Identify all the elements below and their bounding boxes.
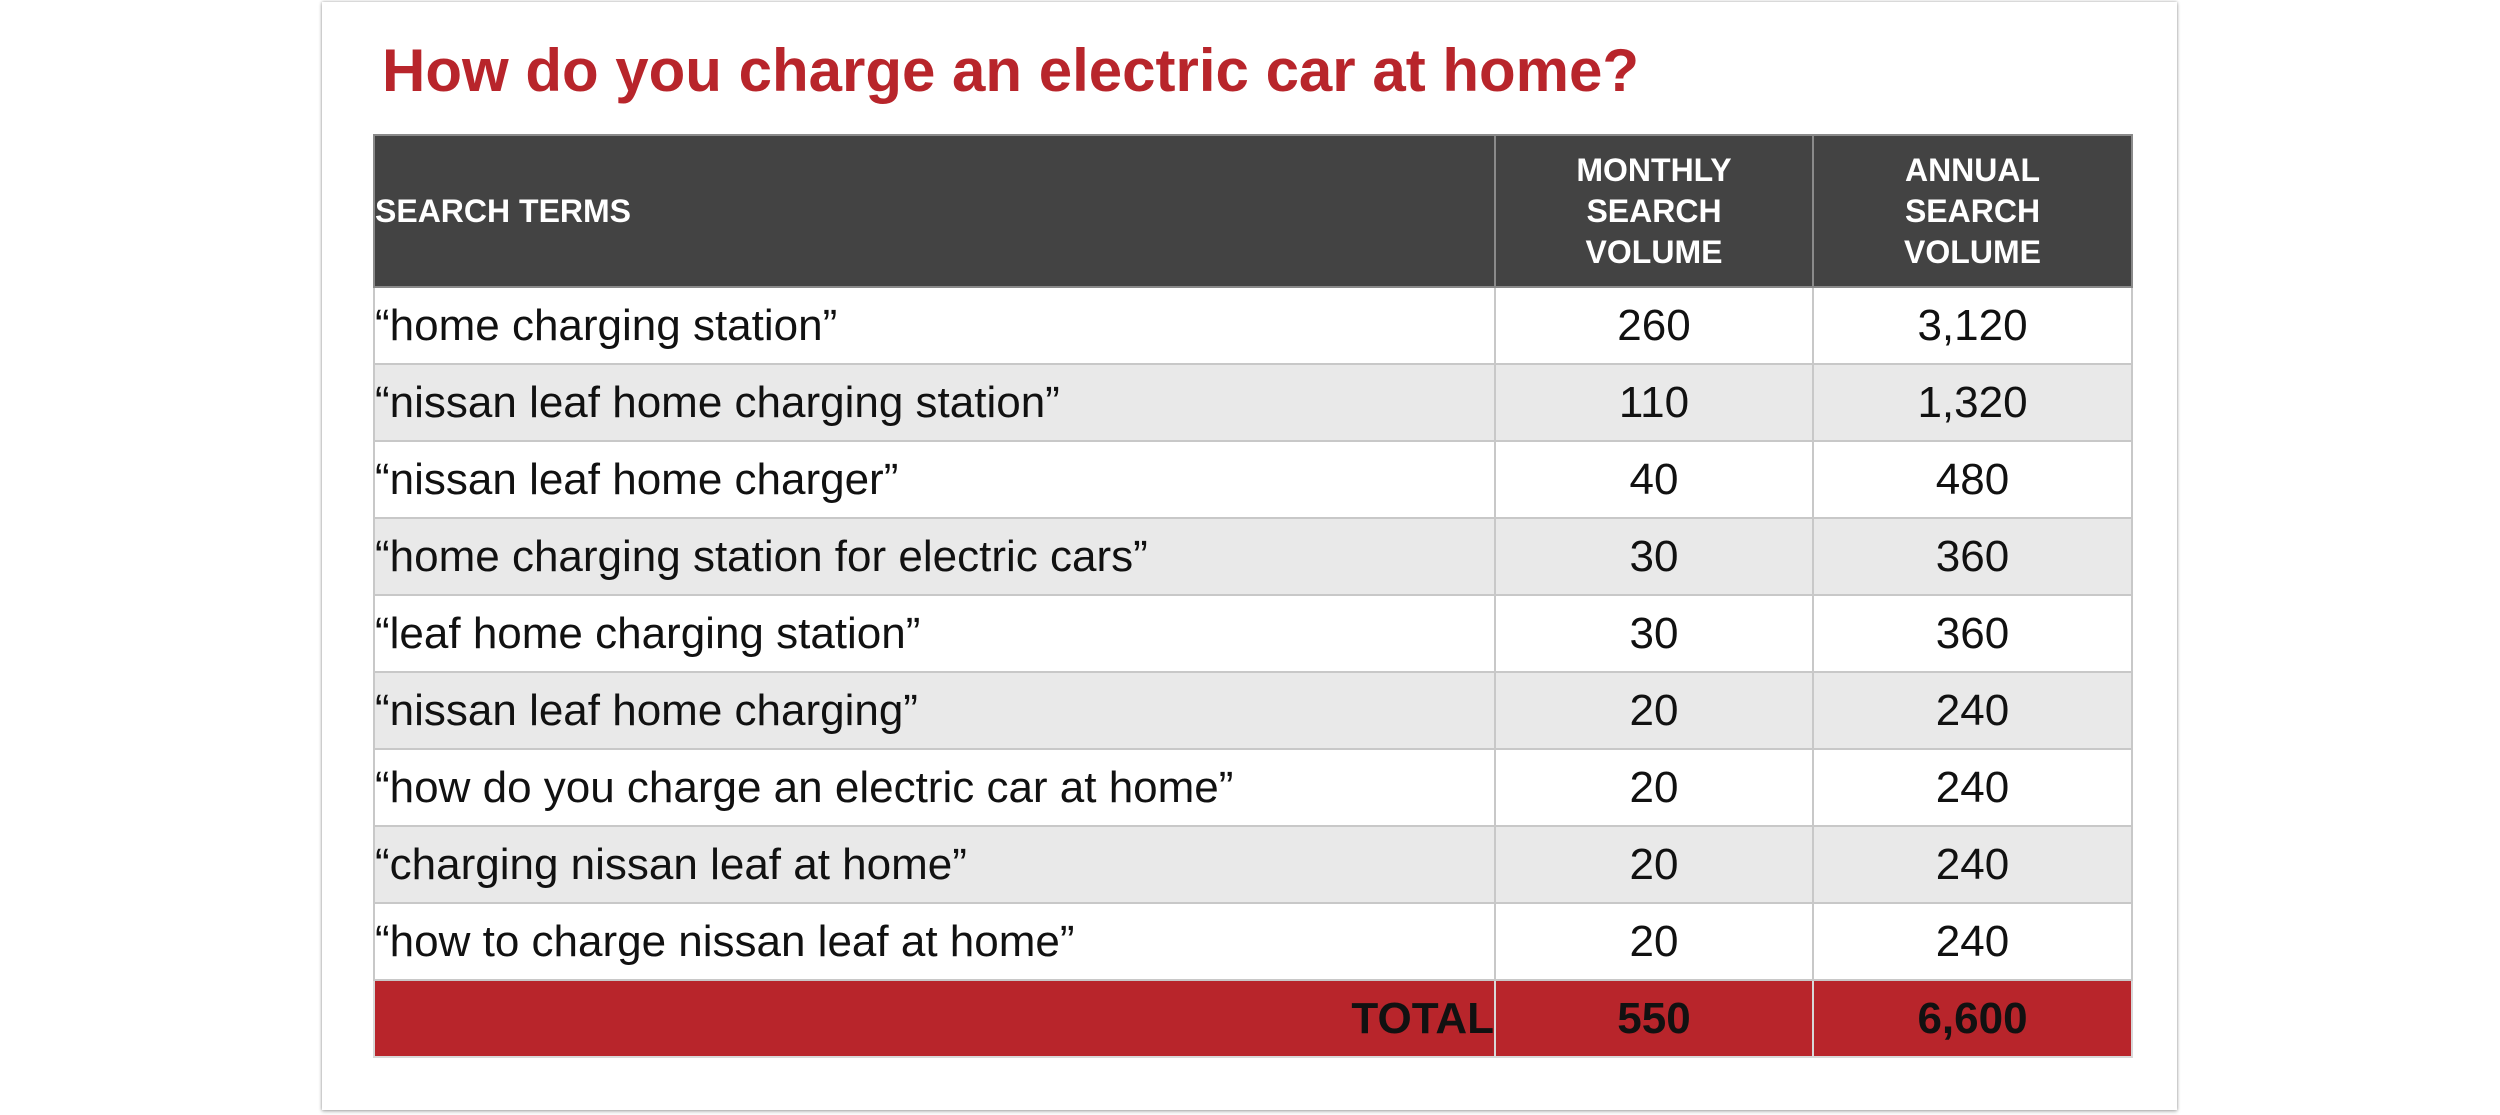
table-row: “charging nissan leaf at home” 20 240: [373, 825, 2133, 904]
search-term-cell: “nissan leaf home charging station”: [373, 363, 1496, 442]
annual-volume-cell: 480: [1812, 440, 2133, 519]
table-row: “how to charge nissan leaf at home” 20 2…: [373, 902, 2133, 981]
monthly-volume-cell: 20: [1494, 825, 1814, 904]
table-row: “nissan leaf home charger” 40 480: [373, 440, 2133, 519]
header-search-terms: SEARCH TERMS: [373, 134, 1496, 288]
slide-card: How do you charge an electric car at hom…: [322, 2, 2177, 1110]
search-term-cell: “how do you charge an electric car at ho…: [373, 748, 1496, 827]
header-annual-line: SEARCH: [1904, 192, 2041, 229]
total-monthly-volume: 550: [1494, 979, 1814, 1058]
monthly-volume-cell: 20: [1494, 902, 1814, 981]
annual-volume-cell: 360: [1812, 517, 2133, 596]
annual-volume-cell: 240: [1812, 825, 2133, 904]
total-label: TOTAL: [373, 979, 1496, 1058]
monthly-volume-cell: 30: [1494, 517, 1814, 596]
table-row: “nissan leaf home charging” 20 240: [373, 671, 2133, 750]
page-title: How do you charge an electric car at hom…: [382, 37, 1640, 104]
table-row: “leaf home charging station” 30 360: [373, 594, 2133, 673]
monthly-volume-cell: 40: [1494, 440, 1814, 519]
header-monthly-line: VOLUME: [1585, 233, 1723, 270]
table-row: “how do you charge an electric car at ho…: [373, 748, 2133, 827]
table-row: “home charging station for electric cars…: [373, 517, 2133, 596]
search-term-cell: “home charging station”: [373, 286, 1496, 365]
header-monthly-line: MONTHLY: [1576, 151, 1732, 188]
table-row: “home charging station” 260 3,120: [373, 286, 2133, 365]
monthly-volume-cell: 110: [1494, 363, 1814, 442]
monthly-volume-cell: 20: [1494, 748, 1814, 827]
annual-volume-cell: 3,120: [1812, 286, 2133, 365]
annual-volume-cell: 240: [1812, 671, 2133, 750]
search-term-cell: “how to charge nissan leaf at home”: [373, 902, 1496, 981]
search-term-cell: “leaf home charging station”: [373, 594, 1496, 673]
search-term-cell: “charging nissan leaf at home”: [373, 825, 1496, 904]
header-annual-search-volume: ANNUAL SEARCH VOLUME: [1812, 134, 2133, 288]
monthly-volume-cell: 30: [1494, 594, 1814, 673]
annual-volume-cell: 1,320: [1812, 363, 2133, 442]
total-row: TOTAL 550 6,600: [373, 979, 2133, 1058]
header-annual-line: ANNUAL: [1904, 151, 2041, 188]
monthly-volume-cell: 20: [1494, 671, 1814, 750]
annual-volume-cell: 240: [1812, 902, 2133, 981]
search-term-cell: “nissan leaf home charger”: [373, 440, 1496, 519]
total-annual-volume: 6,600: [1812, 979, 2133, 1058]
header-annual-line: VOLUME: [1904, 233, 2041, 270]
table-header-row: SEARCH TERMS MONTHLY SEARCH VOLUME ANNUA…: [373, 134, 2133, 288]
table-row: “nissan leaf home charging station” 110 …: [373, 363, 2133, 442]
annual-volume-cell: 240: [1812, 748, 2133, 827]
header-monthly-line: SEARCH: [1586, 192, 1722, 229]
monthly-volume-cell: 260: [1494, 286, 1814, 365]
search-term-cell: “home charging station for electric cars…: [373, 517, 1496, 596]
search-terms-table: SEARCH TERMS MONTHLY SEARCH VOLUME ANNUA…: [373, 134, 2133, 1058]
header-monthly-search-volume: MONTHLY SEARCH VOLUME: [1494, 134, 1814, 288]
search-term-cell: “nissan leaf home charging”: [373, 671, 1496, 750]
annual-volume-cell: 360: [1812, 594, 2133, 673]
